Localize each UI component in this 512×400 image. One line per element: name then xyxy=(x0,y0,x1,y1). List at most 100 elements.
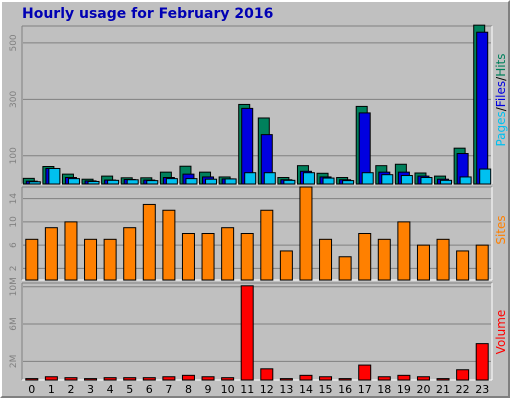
tick-label-sites-3: 14 xyxy=(9,193,19,205)
bar-pages-1 xyxy=(48,167,61,185)
x-label-1: 1 xyxy=(48,383,55,396)
bar-pages-21 xyxy=(440,179,453,185)
bar-sites-6 xyxy=(142,203,156,281)
legend-item-pages: Pages xyxy=(494,111,508,146)
legend-item-sites: Sites xyxy=(494,215,508,244)
bar-pages-13 xyxy=(283,179,296,185)
x-label-14: 14 xyxy=(299,383,313,396)
bar-sites-15 xyxy=(319,238,333,281)
bar-volume-22 xyxy=(456,369,470,381)
x-label-11: 11 xyxy=(240,383,254,396)
bar-volume-11 xyxy=(240,285,254,381)
bar-pages-7 xyxy=(165,178,178,185)
bar-sites-3 xyxy=(84,238,98,281)
bar-volume-1 xyxy=(44,376,58,381)
bar-pages-10 xyxy=(224,178,237,185)
bar-volume-23 xyxy=(475,343,489,381)
legend-item-separator: / xyxy=(494,106,508,111)
x-label-20: 20 xyxy=(416,383,430,396)
bar-sites-1 xyxy=(44,227,58,281)
x-label-0: 0 xyxy=(28,383,35,396)
x-label-17: 17 xyxy=(358,383,372,396)
bar-volume-15 xyxy=(319,376,333,381)
bar-sites-9 xyxy=(201,233,215,281)
legend-sites: Sites xyxy=(494,215,508,244)
bar-volume-14 xyxy=(299,374,313,381)
x-label-2: 2 xyxy=(67,383,74,396)
bar-volume-13 xyxy=(279,378,293,381)
bar-sites-12 xyxy=(260,209,274,281)
x-label-12: 12 xyxy=(260,383,274,396)
bar-pages-19 xyxy=(400,175,413,185)
bar-volume-17 xyxy=(358,364,372,381)
x-label-13: 13 xyxy=(279,383,293,396)
bar-volume-4 xyxy=(103,377,117,381)
bar-pages-15 xyxy=(322,177,335,185)
bar-pages-14 xyxy=(302,172,315,185)
tick-label-pages-files-hits-2: 500 xyxy=(9,34,19,51)
panel-sites-background xyxy=(22,187,492,280)
x-label-21: 21 xyxy=(436,383,450,396)
bar-volume-16 xyxy=(338,378,352,381)
bar-sites-11 xyxy=(240,233,254,281)
bar-files-23 xyxy=(476,31,489,185)
bar-volume-3 xyxy=(84,378,98,381)
bar-volume-20 xyxy=(416,376,430,381)
bar-sites-7 xyxy=(162,209,176,281)
legend-item-files: Files xyxy=(494,81,508,107)
bar-sites-8 xyxy=(181,233,195,281)
bar-pages-20 xyxy=(420,177,433,185)
bar-volume-8 xyxy=(181,374,195,381)
bar-pages-5 xyxy=(126,179,139,185)
x-label-7: 7 xyxy=(165,383,172,396)
bar-pages-12 xyxy=(263,172,276,185)
x-label-16: 16 xyxy=(338,383,352,396)
x-label-9: 9 xyxy=(205,383,212,396)
bar-volume-5 xyxy=(123,377,137,381)
bar-pages-22 xyxy=(459,176,472,185)
bar-pages-0 xyxy=(28,181,41,185)
x-label-5: 5 xyxy=(126,383,133,396)
x-label-18: 18 xyxy=(377,383,391,396)
bar-sites-13 xyxy=(279,250,293,281)
panel-volume-background xyxy=(22,283,492,380)
bar-pages-3 xyxy=(87,180,100,185)
bar-sites-21 xyxy=(436,238,450,281)
tick-label-sites-2: 10 xyxy=(9,216,19,228)
legend-volume: Volume xyxy=(494,310,508,355)
tick-label-sites-1: 6 xyxy=(9,242,19,248)
bar-sites-18 xyxy=(377,238,391,281)
bar-sites-5 xyxy=(123,227,137,281)
bar-sites-16 xyxy=(338,256,352,281)
bar-sites-17 xyxy=(358,233,372,281)
bar-pages-9 xyxy=(205,178,218,185)
bar-volume-9 xyxy=(201,376,215,381)
bar-sites-2 xyxy=(64,221,78,281)
tick-label-pages-files-hits-1: 300 xyxy=(9,90,19,107)
legend-pages-files-hits: Pages/Files/Hits xyxy=(494,53,508,146)
tick-label-pages-files-hits-0: 100 xyxy=(9,147,19,164)
x-label-23: 23 xyxy=(475,383,489,396)
bar-sites-22 xyxy=(456,250,470,281)
bar-pages-8 xyxy=(185,178,198,185)
bar-pages-4 xyxy=(107,179,120,185)
bar-sites-19 xyxy=(397,221,411,281)
x-label-3: 3 xyxy=(87,383,94,396)
bar-pages-23 xyxy=(479,168,492,185)
x-label-22: 22 xyxy=(456,383,470,396)
bar-sites-0 xyxy=(25,238,39,281)
chart-title: Hourly usage for February 2016 xyxy=(22,6,274,22)
bar-pages-17 xyxy=(361,172,374,185)
bar-sites-23 xyxy=(475,244,489,281)
bar-pages-18 xyxy=(381,174,394,185)
x-label-10: 10 xyxy=(221,383,235,396)
tick-label-volume-2: 10M xyxy=(9,277,19,296)
bar-volume-0 xyxy=(25,378,39,381)
bar-volume-19 xyxy=(397,374,411,381)
bar-pages-16 xyxy=(342,180,355,185)
bar-sites-14 xyxy=(299,186,313,281)
legend-item-separator: / xyxy=(494,76,508,81)
x-label-6: 6 xyxy=(146,383,153,396)
x-label-19: 19 xyxy=(397,383,411,396)
